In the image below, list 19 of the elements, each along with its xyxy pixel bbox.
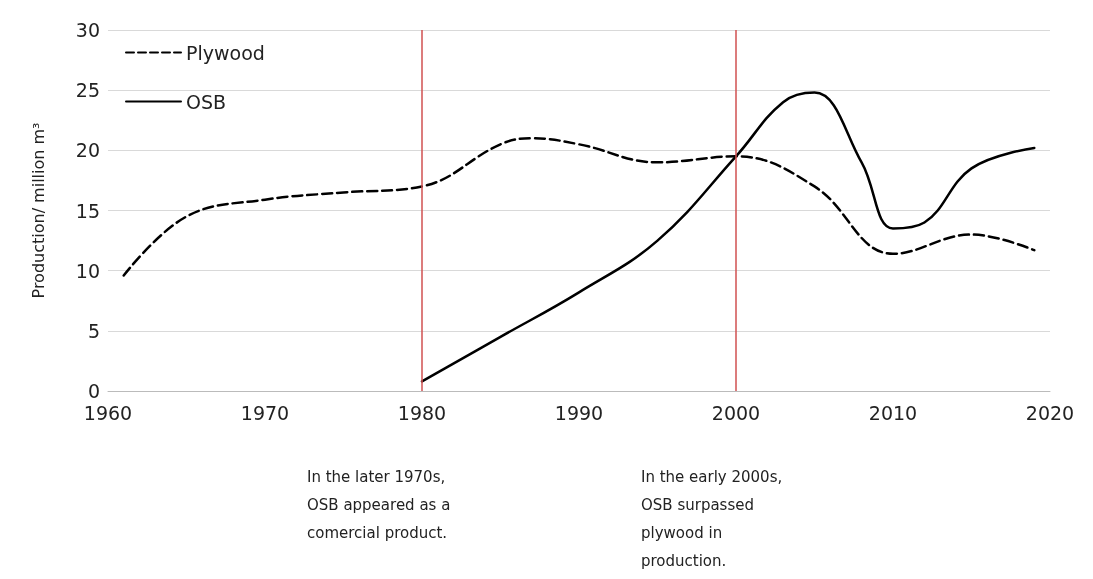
x-tick-label: 2000	[711, 401, 761, 424]
y-tick-label: 30	[75, 19, 100, 41]
y-tick-label: 25	[75, 79, 100, 102]
x-tick-label: 1970	[240, 401, 290, 424]
y-tick-label: 0	[87, 380, 100, 402]
x-tick-label: 2020	[1025, 401, 1075, 424]
x-tick-label: 1960	[83, 401, 133, 424]
y-tick-label: 20	[75, 139, 100, 162]
y-tick-label: 10	[75, 259, 100, 282]
text: In the early 2000s, OSB surpassed plywood in production.	[641, 468, 788, 570]
legend-label: Plywood	[186, 41, 265, 64]
x-tick-label: 1980	[397, 401, 447, 424]
y-tick-label: 5	[87, 319, 100, 342]
x-tick-label: 1990	[554, 401, 604, 424]
y-tick-label: 15	[75, 199, 100, 222]
legend-label: OSB	[186, 90, 227, 113]
y-axis-title: Production/ million m³	[28, 122, 48, 299]
x-tick-label: 2010	[868, 401, 918, 424]
text: In the later 1970s, OSB appeared as a comercial product.	[307, 468, 456, 542]
